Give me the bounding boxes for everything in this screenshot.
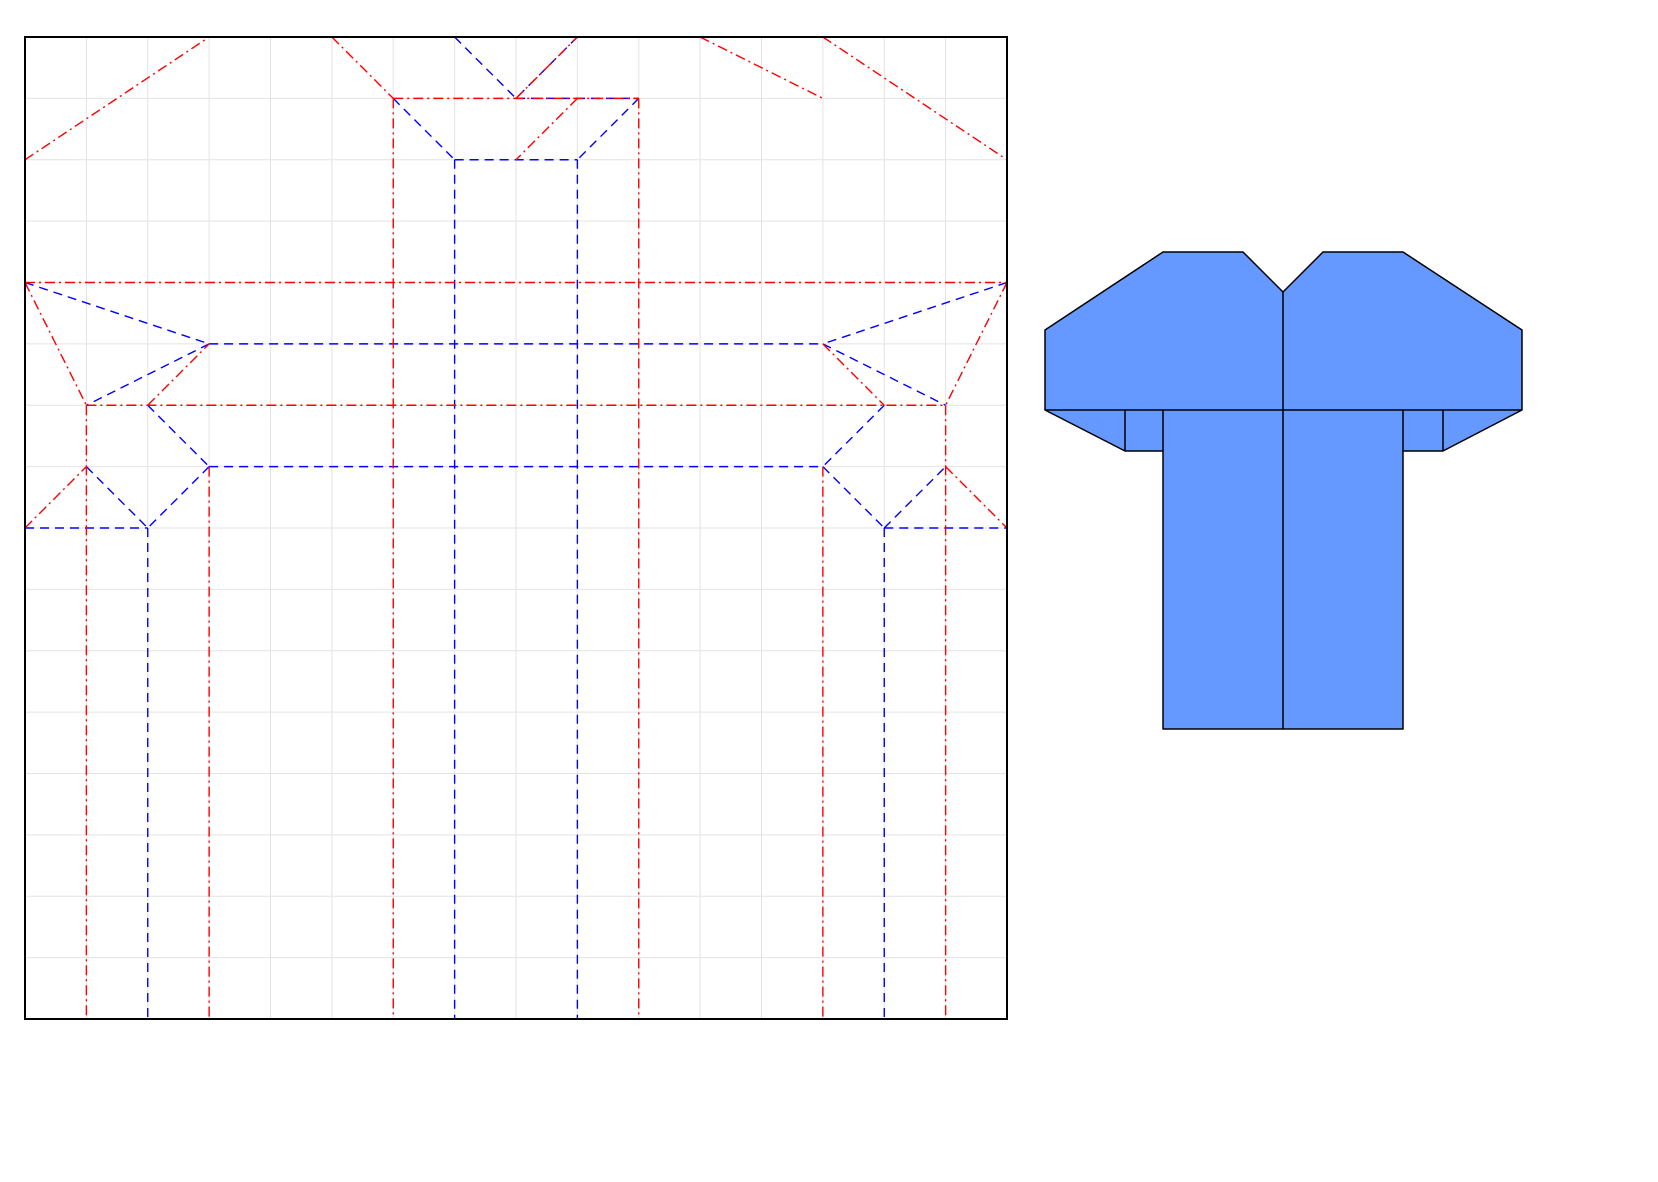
valley-crease — [883, 466, 947, 529]
valley-crease — [147, 404, 210, 468]
valley-crease — [454, 36, 517, 99]
valley-crease — [822, 343, 946, 406]
valley-crease — [24, 281, 210, 345]
valley-crease — [822, 404, 885, 468]
valley-crease — [147, 466, 210, 529]
crease-lines — [24, 36, 1008, 1019]
mountain-crease — [699, 36, 824, 100]
mountain-crease — [822, 36, 1008, 161]
mountain-crease — [24, 282, 88, 406]
mountain-crease — [24, 36, 210, 161]
valley-crease — [822, 466, 885, 529]
mountain-crease — [944, 282, 1008, 406]
valley-crease — [576, 97, 640, 161]
mountain-crease — [822, 343, 885, 406]
valley-crease — [85, 466, 149, 529]
valley-crease — [86, 343, 210, 406]
mountain-crease — [24, 466, 87, 529]
mountain-crease — [147, 343, 210, 406]
valley-crease — [392, 97, 456, 161]
mountain-crease — [515, 36, 578, 99]
mountain-crease — [945, 466, 1008, 529]
grid-lines — [25, 37, 1007, 1019]
valley-crease — [822, 281, 1008, 345]
mountain-crease — [331, 36, 394, 99]
folded-model — [1044, 251, 1523, 730]
mountain-crease — [515, 97, 578, 161]
paper-border — [24, 36, 1008, 1020]
